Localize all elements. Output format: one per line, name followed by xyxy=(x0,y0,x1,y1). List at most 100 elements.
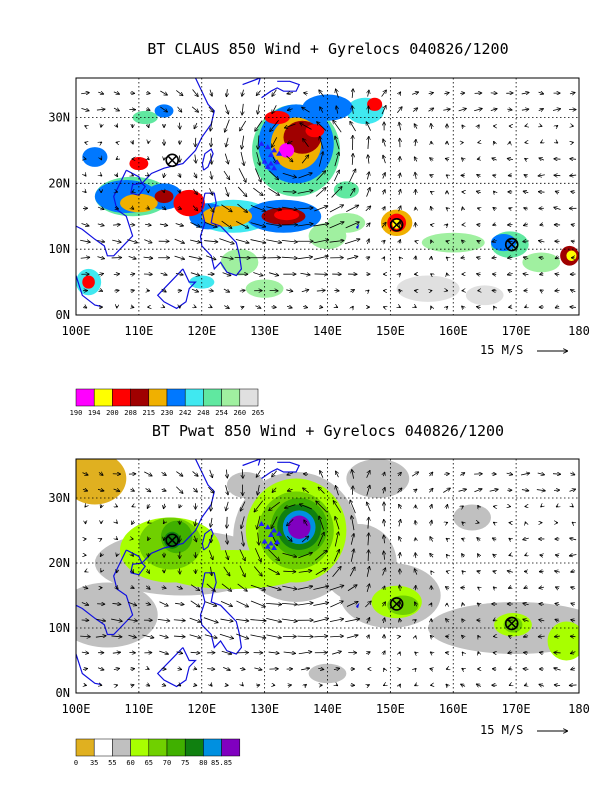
wind-vector xyxy=(100,142,102,143)
wind-vector xyxy=(208,486,214,493)
wind-vector xyxy=(523,224,529,226)
wind-vector xyxy=(569,175,577,176)
wind-vector xyxy=(111,619,122,621)
wind-vector xyxy=(147,568,150,574)
wind-vector xyxy=(399,122,401,131)
wind-vector xyxy=(130,489,134,491)
wind-vector xyxy=(476,683,482,687)
wind-vector xyxy=(368,517,369,529)
track-triangle xyxy=(274,159,281,165)
wind-vector xyxy=(161,489,167,491)
wind-vector xyxy=(539,571,544,572)
wind-vector xyxy=(399,536,401,542)
wind-vector xyxy=(159,650,168,654)
wind-vector xyxy=(250,222,266,227)
wind-vector xyxy=(477,208,479,209)
colorbar-swatch xyxy=(184,388,204,407)
wind-vector xyxy=(492,537,496,540)
wind-vector xyxy=(383,256,386,258)
x-tick-label: 110E xyxy=(124,324,153,338)
colorbar-swatch xyxy=(221,738,241,757)
colorbar-swatch xyxy=(93,738,113,757)
coastline xyxy=(76,459,360,688)
wind-vector xyxy=(350,121,356,132)
wind-vector xyxy=(476,274,481,275)
wind-vector xyxy=(555,603,560,604)
wind-vector xyxy=(132,554,134,557)
wind-vector xyxy=(429,158,433,161)
wind-vector xyxy=(116,506,118,507)
wind-vector xyxy=(314,206,328,212)
wind-vector xyxy=(271,105,277,113)
x-tick-label: 100E xyxy=(62,324,91,338)
wind-vector xyxy=(492,224,495,225)
wind-vector xyxy=(523,603,529,605)
wind-vector xyxy=(128,256,137,259)
wind-vector xyxy=(266,223,282,227)
wind-vector xyxy=(415,635,416,637)
wind-vector xyxy=(177,668,182,669)
wind-vector xyxy=(506,473,513,475)
colorbar-label: 265 xyxy=(252,409,265,417)
wind-vector xyxy=(336,307,338,308)
coastline-segment xyxy=(76,169,134,257)
wind-vector xyxy=(111,636,122,637)
wind-vector xyxy=(268,652,280,653)
wind-vector xyxy=(298,173,312,179)
wind-vector xyxy=(298,553,312,559)
wind-vector xyxy=(81,224,90,227)
wind-vector xyxy=(539,257,544,258)
wind-vector xyxy=(540,142,542,143)
wind-vector xyxy=(97,257,104,259)
wind-vector xyxy=(368,533,369,546)
wind-vector xyxy=(188,255,202,259)
wind-vector xyxy=(398,504,401,510)
wind-vector xyxy=(521,109,529,110)
wind-vector xyxy=(520,473,530,475)
wind-vector xyxy=(399,189,401,195)
wind-vector xyxy=(316,122,327,131)
wind-vector xyxy=(330,601,343,608)
wind-vector xyxy=(190,652,201,653)
wind-vector xyxy=(329,585,344,591)
coastline-segment xyxy=(201,148,214,171)
track-triangle xyxy=(271,545,278,551)
wind-vector xyxy=(147,537,149,541)
wind-vector xyxy=(368,90,370,97)
wind-vector xyxy=(399,519,401,527)
wind-vector xyxy=(399,206,401,212)
wind-vector xyxy=(82,587,88,589)
wind-vector xyxy=(508,307,511,308)
wind-vector xyxy=(570,473,575,475)
wind-vector xyxy=(284,504,296,509)
wind-vector xyxy=(477,159,480,160)
wind-vector xyxy=(193,188,197,195)
wind-vector xyxy=(266,634,281,638)
wind-vector xyxy=(333,549,339,562)
wind-vector xyxy=(97,207,104,210)
wind-vector xyxy=(446,522,448,523)
wind-vector xyxy=(81,652,89,653)
wind-vector xyxy=(164,537,165,541)
wind-vector xyxy=(554,685,561,686)
x-tick-label: 160E xyxy=(439,324,468,338)
wind-vector xyxy=(147,207,150,209)
wind-vector xyxy=(271,470,277,477)
wind-vector xyxy=(301,107,310,113)
wind-vector xyxy=(204,241,218,242)
wind-vector xyxy=(476,174,480,176)
wind-vector xyxy=(523,669,529,670)
wind-vector xyxy=(160,273,168,275)
wind-vector xyxy=(85,174,86,176)
contour-region xyxy=(490,234,517,252)
wind-vector xyxy=(445,586,449,588)
wind-vector xyxy=(399,257,400,259)
wind-vector xyxy=(383,617,384,624)
wind-vector xyxy=(352,153,353,165)
colorbar-label: 75 xyxy=(181,759,189,767)
contour-region xyxy=(82,147,108,167)
wind-vector xyxy=(268,549,279,561)
wind-vector xyxy=(399,618,400,622)
wind-vector xyxy=(462,602,463,605)
wind-vector xyxy=(523,652,528,653)
